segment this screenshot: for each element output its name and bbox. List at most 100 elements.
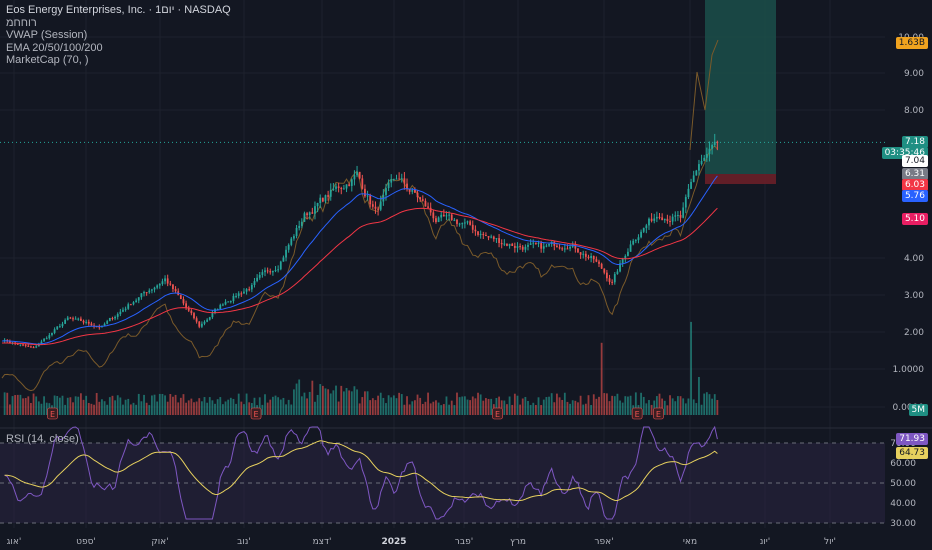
- volume-bar: [716, 400, 719, 415]
- volume-bar: [356, 389, 358, 415]
- candle-body: [674, 215, 677, 217]
- candle-body: [616, 271, 619, 275]
- volume-bar: [248, 402, 251, 415]
- volume-bar: [408, 404, 411, 415]
- candle-body: [269, 271, 272, 273]
- volume-bar: [293, 389, 295, 415]
- volume-bar: [148, 405, 151, 415]
- volume-bar: [93, 404, 95, 415]
- candle-body: [569, 246, 571, 249]
- volume-bar: [361, 397, 364, 415]
- time-tick-label: דצמ': [313, 537, 332, 547]
- volume-bar: [600, 342, 603, 415]
- candle-body: [329, 189, 332, 197]
- candle-body: [253, 281, 256, 285]
- long-target-zone: [705, 0, 776, 174]
- volume-bar: [542, 399, 545, 415]
- volume-bar: [403, 404, 406, 415]
- volume-bar: [103, 401, 106, 415]
- volume-bar: [703, 393, 706, 415]
- volume-bar: [579, 395, 582, 415]
- stop-badge: 6.03: [901, 179, 928, 191]
- candle-body: [650, 218, 653, 221]
- volume-bar: [316, 394, 319, 415]
- volume-bar: [64, 404, 67, 415]
- volume-bar: [308, 391, 311, 415]
- candle-body: [321, 197, 324, 202]
- earnings-marker: [631, 407, 643, 420]
- candle-body: [193, 313, 195, 319]
- rsi-badge: 71.93: [896, 433, 928, 445]
- volume-bar: [143, 394, 145, 415]
- candle-body: [532, 242, 535, 244]
- volume-bar: [321, 385, 324, 415]
- volume-bar: [58, 397, 61, 415]
- volume-bar: [508, 396, 511, 415]
- candle-body: [456, 219, 458, 224]
- marketcap-indicator-label[interactable]: MarketCap (70, ): [6, 54, 89, 66]
- long-position-tool[interactable]: [0, 0, 885, 184]
- candle-body: [143, 292, 145, 294]
- volume-bar: [650, 404, 653, 415]
- candle-body: [503, 243, 506, 245]
- candle-body: [695, 170, 698, 176]
- volume-bar: [524, 396, 527, 415]
- candle-body: [119, 311, 122, 315]
- candle-body: [98, 326, 101, 328]
- volume-bar: [700, 404, 703, 415]
- volume-bar: [364, 391, 366, 415]
- candle-body: [203, 321, 206, 324]
- candle-body: [477, 231, 479, 235]
- volume-bar: [195, 401, 198, 415]
- volume-bars: [3, 321, 719, 415]
- symbol-title[interactable]: Eos Energy Enterprises, Inc. · 1יום · NA…: [6, 4, 231, 16]
- volume-bar: [400, 394, 403, 415]
- volume-bar: [61, 395, 64, 415]
- volume-bar: [432, 401, 435, 415]
- volume-bar: [550, 393, 553, 415]
- volume-bar: [124, 399, 127, 415]
- rsi-tick-label: 40.00: [890, 499, 916, 509]
- candle-body: [661, 217, 664, 221]
- volume-bar: [127, 398, 130, 415]
- candle-body: [353, 175, 356, 180]
- volume-bar: [82, 399, 85, 415]
- candle-body: [534, 242, 537, 244]
- candle-body: [403, 178, 406, 184]
- ema-indicator-label[interactable]: EMA 20/50/100/200: [6, 41, 103, 54]
- candle-body: [103, 323, 106, 326]
- candle-body: [574, 244, 577, 249]
- candle-body: [611, 281, 614, 283]
- volume-bar: [182, 394, 185, 415]
- volume-bar: [587, 395, 590, 415]
- candle-body: [537, 242, 540, 244]
- volume-bar: [648, 400, 650, 415]
- volume-bar: [448, 404, 450, 415]
- volume-bar: [406, 396, 408, 415]
- volume-bar: [369, 400, 372, 415]
- price-tick-label: 3.00: [904, 291, 924, 301]
- candle-body: [498, 238, 500, 243]
- volume-bar: [674, 401, 677, 415]
- candle-body: [548, 244, 550, 246]
- vwap-indicator-label[interactable]: VWAP (Session): [6, 29, 88, 41]
- candle-body: [358, 171, 361, 179]
- rsi-indicator-label[interactable]: RSI (14, close): [6, 433, 79, 445]
- candle-body: [8, 341, 11, 343]
- volume-bar: [335, 385, 337, 415]
- candle-body: [37, 344, 40, 347]
- candle-body: [506, 243, 508, 246]
- volume-bar: [695, 403, 698, 415]
- volume-bar: [377, 395, 379, 415]
- candle-body: [411, 189, 414, 192]
- volume-bar: [240, 401, 243, 415]
- chart-legend: Eos Energy Enterprises, Inc. · 1יום · NA…: [6, 4, 231, 67]
- volume-bar: [584, 403, 587, 415]
- candle-body: [684, 197, 687, 208]
- volume-bar: [266, 402, 269, 415]
- volume-bar: [314, 401, 316, 415]
- candle-body: [374, 206, 377, 209]
- volume-bar: [348, 390, 351, 415]
- candle-body: [132, 302, 135, 305]
